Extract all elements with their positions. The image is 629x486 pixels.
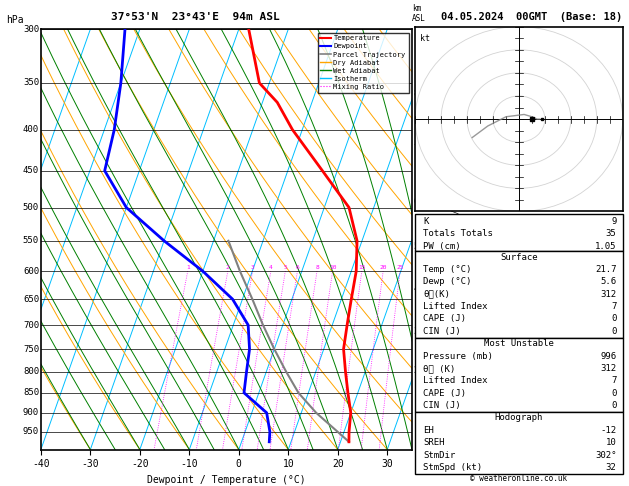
Text: km
ASL: km ASL <box>412 4 426 23</box>
Text: ►: ► <box>436 145 442 151</box>
Text: θᴄ (K): θᴄ (K) <box>423 364 455 373</box>
Text: 35: 35 <box>606 229 616 238</box>
Bar <box>415 338 623 412</box>
Text: 500: 500 <box>23 203 39 212</box>
Text: 4: 4 <box>414 284 419 293</box>
Text: 1: 1 <box>186 265 189 270</box>
Text: SREH: SREH <box>423 438 445 447</box>
Text: 350: 350 <box>23 78 39 87</box>
Text: 20: 20 <box>379 265 387 270</box>
Text: Dewp (°C): Dewp (°C) <box>423 278 472 286</box>
Text: 7: 7 <box>414 144 419 153</box>
Text: CIN (J): CIN (J) <box>423 401 461 410</box>
X-axis label: Dewpoint / Temperature (°C): Dewpoint / Temperature (°C) <box>147 475 306 485</box>
Text: 6: 6 <box>414 197 419 206</box>
Text: CIN (J): CIN (J) <box>423 327 461 336</box>
Text: Totals Totals: Totals Totals <box>423 229 493 238</box>
Text: EH: EH <box>423 426 434 435</box>
Text: 7: 7 <box>611 376 616 385</box>
Text: 5.6: 5.6 <box>600 278 616 286</box>
Text: Pressure (mb): Pressure (mb) <box>423 351 493 361</box>
Text: Most Unstable: Most Unstable <box>484 339 554 348</box>
Text: 850: 850 <box>23 388 39 397</box>
Text: 2: 2 <box>226 265 230 270</box>
Text: 600: 600 <box>23 267 39 276</box>
Text: ►: ► <box>436 329 442 335</box>
Text: 6: 6 <box>296 265 299 270</box>
Text: Lifted Index: Lifted Index <box>423 302 488 311</box>
Text: 10: 10 <box>329 265 337 270</box>
Text: 312: 312 <box>600 364 616 373</box>
Text: Mixing Ratio (g/kg): Mixing Ratio (g/kg) <box>452 195 461 283</box>
Text: 700: 700 <box>23 320 39 330</box>
Text: 3: 3 <box>251 265 255 270</box>
Text: StmDir: StmDir <box>423 451 455 460</box>
Text: CAPE (J): CAPE (J) <box>423 389 467 398</box>
Bar <box>415 251 623 338</box>
Bar <box>415 412 623 474</box>
Text: 21.7: 21.7 <box>595 265 616 274</box>
Text: 450: 450 <box>23 166 39 175</box>
Text: 1.05: 1.05 <box>595 242 616 250</box>
Text: 2: 2 <box>414 366 419 375</box>
Text: 0: 0 <box>611 314 616 324</box>
Text: K: K <box>423 217 429 226</box>
Text: ►: ► <box>436 91 442 97</box>
Bar <box>415 214 623 251</box>
Text: 750: 750 <box>23 345 39 354</box>
Text: 650: 650 <box>23 295 39 304</box>
Text: 7: 7 <box>611 302 616 311</box>
Text: Hodograph: Hodograph <box>495 414 543 422</box>
Text: 15: 15 <box>358 265 365 270</box>
Text: θᴄ(K): θᴄ(K) <box>423 290 450 299</box>
Text: hPa: hPa <box>6 15 24 25</box>
Text: LCL: LCL <box>414 364 428 373</box>
Text: 5: 5 <box>414 242 419 251</box>
Text: 37°53'N  23°43'E  94m ASL: 37°53'N 23°43'E 94m ASL <box>111 12 279 22</box>
Text: ►: ► <box>436 243 442 249</box>
Text: 950: 950 <box>23 427 39 436</box>
Text: CAPE (J): CAPE (J) <box>423 314 467 324</box>
Text: 9: 9 <box>611 217 616 226</box>
Text: 550: 550 <box>23 236 39 245</box>
Text: 996: 996 <box>600 351 616 361</box>
Text: PW (cm): PW (cm) <box>423 242 461 250</box>
Text: 300: 300 <box>23 25 39 34</box>
Text: 900: 900 <box>23 408 39 417</box>
Text: 32: 32 <box>606 463 616 472</box>
Text: 302°: 302° <box>595 451 616 460</box>
Text: 1: 1 <box>414 404 419 414</box>
Text: 400: 400 <box>23 125 39 134</box>
Text: Lifted Index: Lifted Index <box>423 376 488 385</box>
Text: ►: ► <box>436 198 442 204</box>
Text: 5: 5 <box>284 265 287 270</box>
Text: 312: 312 <box>600 290 616 299</box>
Text: 8: 8 <box>315 265 319 270</box>
Text: ►: ► <box>436 285 442 291</box>
Text: StmSpd (kt): StmSpd (kt) <box>423 463 482 472</box>
Text: 04.05.2024  00GMT  (Base: 18): 04.05.2024 00GMT (Base: 18) <box>442 12 623 22</box>
Text: -12: -12 <box>600 426 616 435</box>
Text: 3: 3 <box>414 328 419 336</box>
Text: kt: kt <box>420 34 430 43</box>
Text: 4: 4 <box>269 265 273 270</box>
Text: ►: ► <box>436 367 442 373</box>
Text: 8: 8 <box>414 89 419 98</box>
Text: 0: 0 <box>611 327 616 336</box>
Text: 800: 800 <box>23 367 39 376</box>
Text: ►: ► <box>436 406 442 412</box>
Text: 10: 10 <box>606 438 616 447</box>
Text: © weatheronline.co.uk: © weatheronline.co.uk <box>470 474 567 483</box>
Text: Surface: Surface <box>500 253 538 261</box>
Legend: Temperature, Dewpoint, Parcel Trajectory, Dry Adiabat, Wet Adiabat, Isotherm, Mi: Temperature, Dewpoint, Parcel Trajectory… <box>318 33 408 93</box>
Text: 25: 25 <box>396 265 404 270</box>
Text: Temp (°C): Temp (°C) <box>423 265 472 274</box>
Text: 0: 0 <box>611 389 616 398</box>
Text: 0: 0 <box>611 401 616 410</box>
